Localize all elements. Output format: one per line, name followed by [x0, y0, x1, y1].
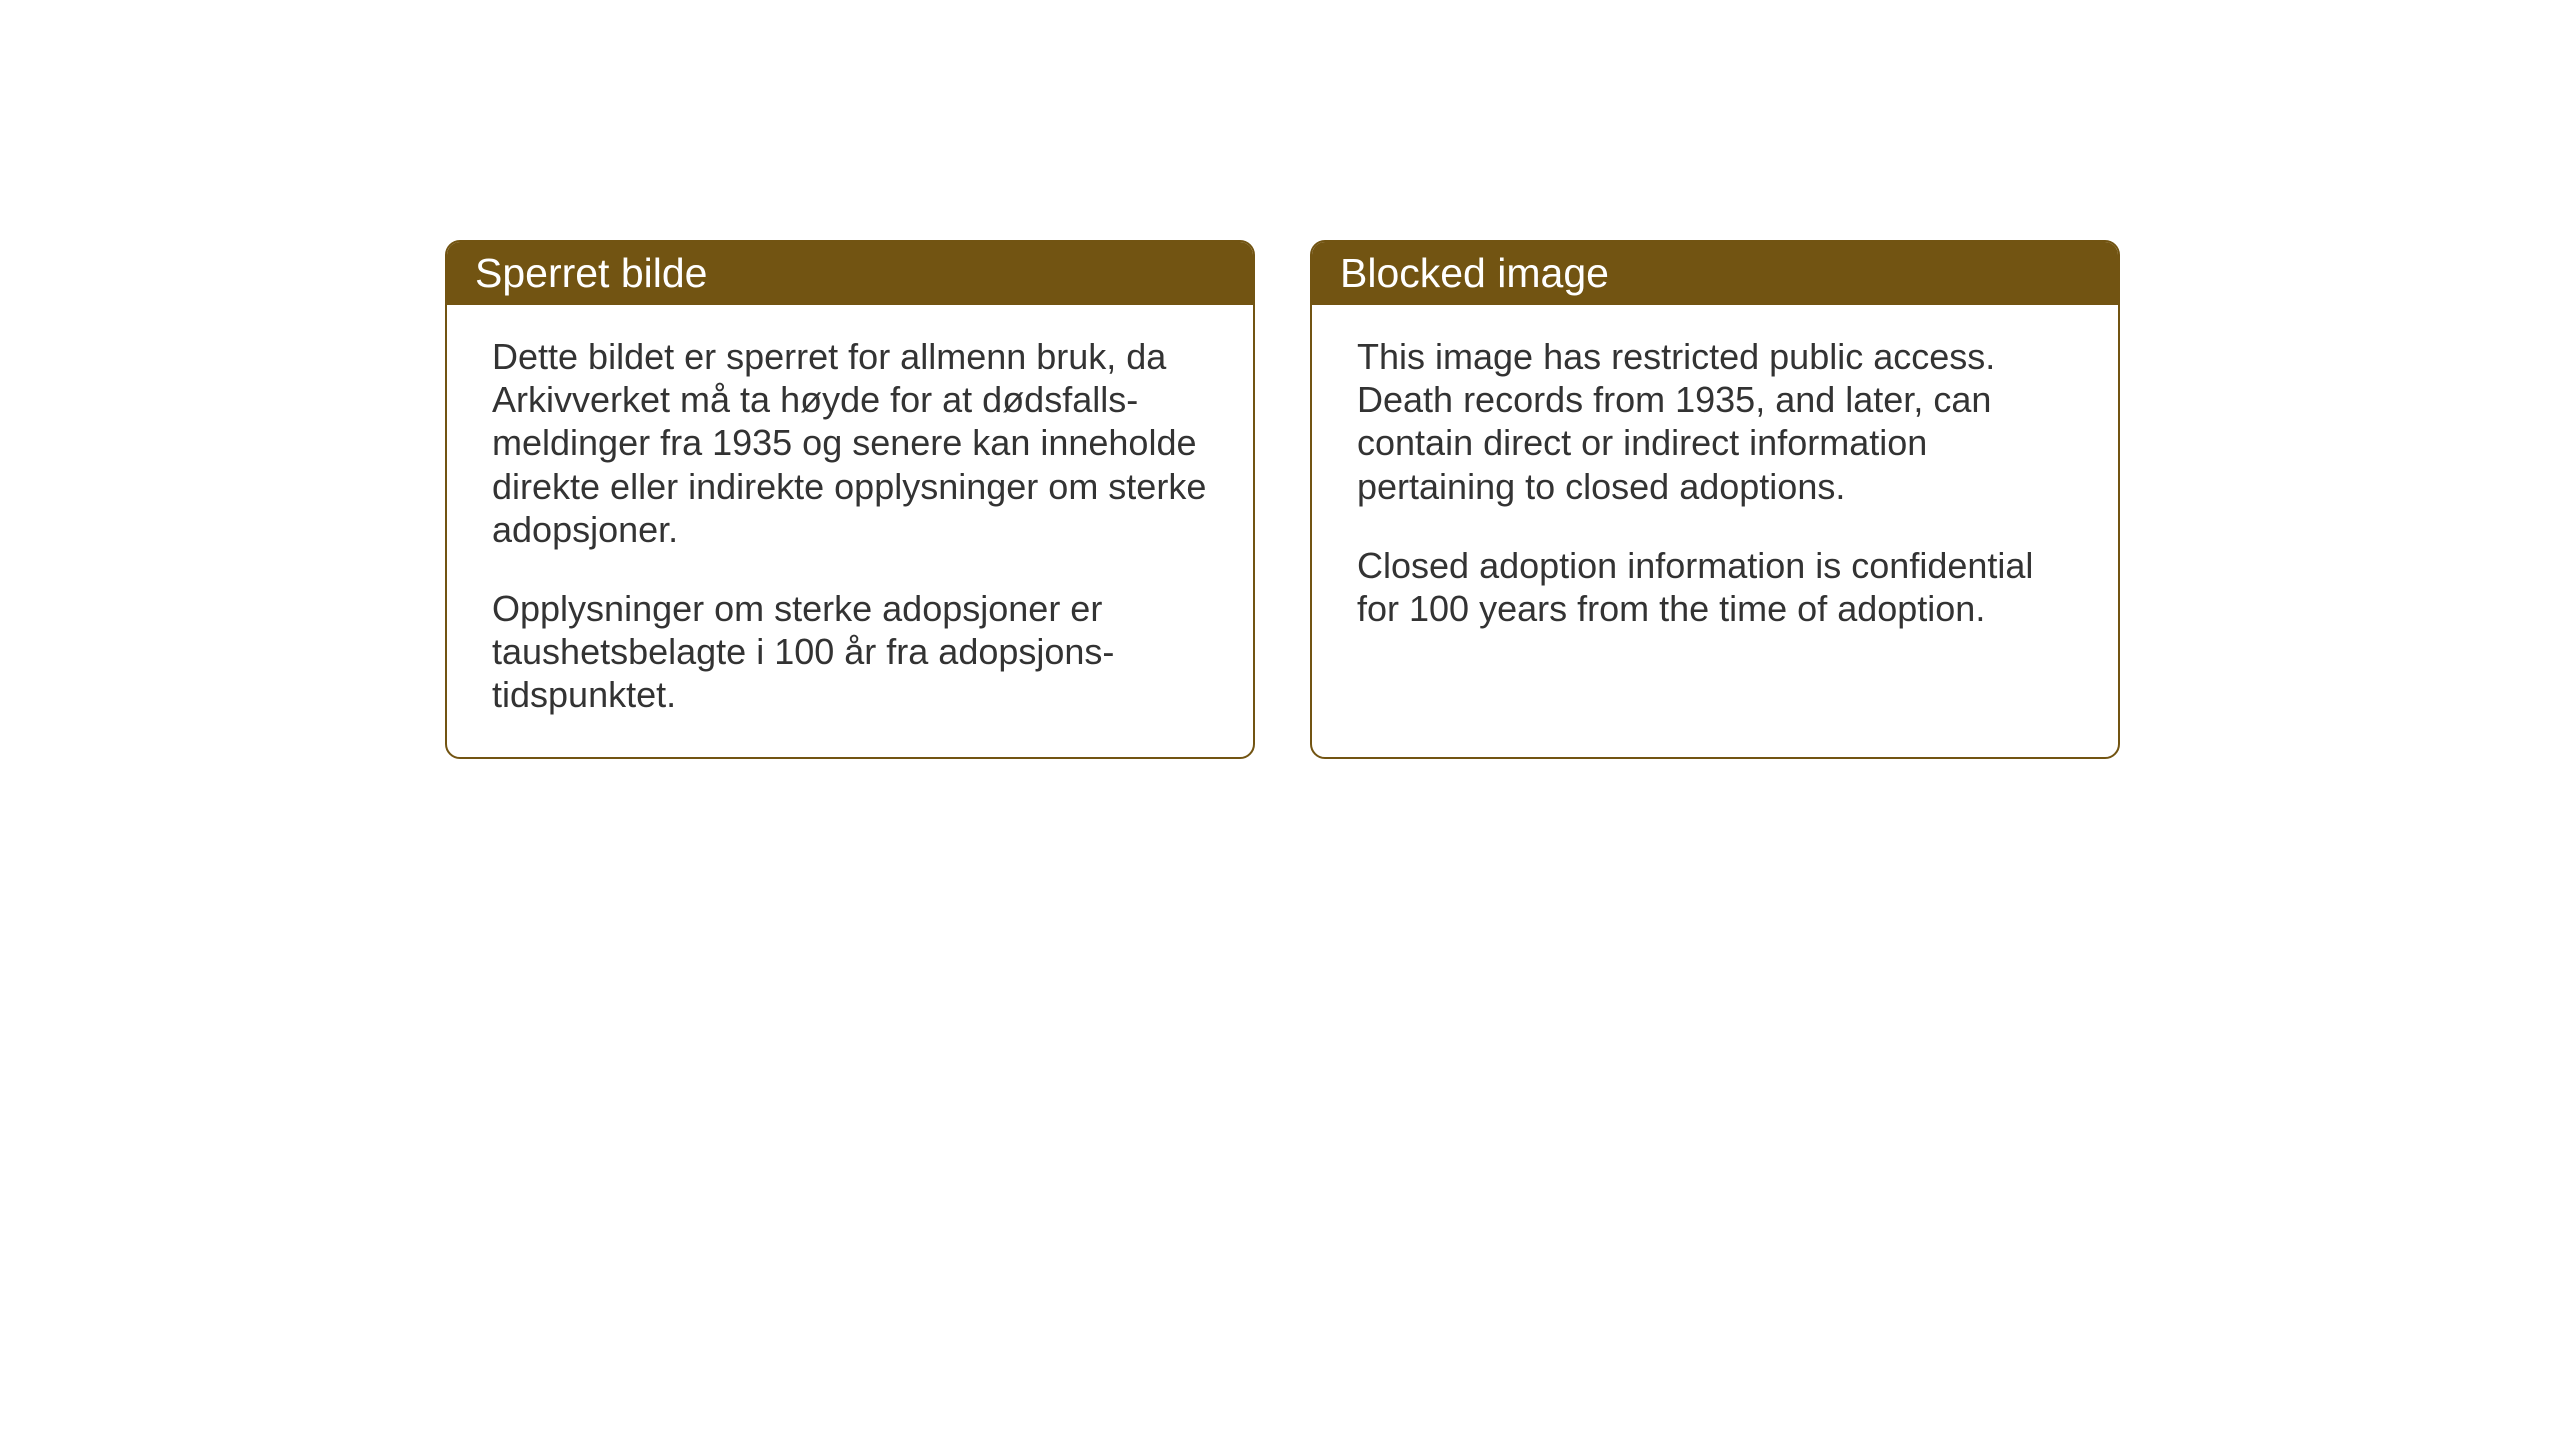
card-paragraph-1-english: This image has restricted public access.… — [1357, 335, 2073, 508]
card-paragraph-2-norwegian: Opplysninger om sterke adopsjoner er tau… — [492, 587, 1208, 717]
card-body-english: This image has restricted public access.… — [1312, 305, 2118, 670]
card-header-english: Blocked image — [1312, 242, 2118, 305]
notice-cards-container: Sperret bilde Dette bildet er sperret fo… — [445, 240, 2120, 759]
card-title-norwegian: Sperret bilde — [475, 250, 707, 296]
notice-card-norwegian: Sperret bilde Dette bildet er sperret fo… — [445, 240, 1255, 759]
card-header-norwegian: Sperret bilde — [447, 242, 1253, 305]
card-title-english: Blocked image — [1340, 250, 1609, 296]
card-paragraph-1-norwegian: Dette bildet er sperret for allmenn bruk… — [492, 335, 1208, 551]
notice-card-english: Blocked image This image has restricted … — [1310, 240, 2120, 759]
card-paragraph-2-english: Closed adoption information is confident… — [1357, 544, 2073, 630]
card-body-norwegian: Dette bildet er sperret for allmenn bruk… — [447, 305, 1253, 757]
